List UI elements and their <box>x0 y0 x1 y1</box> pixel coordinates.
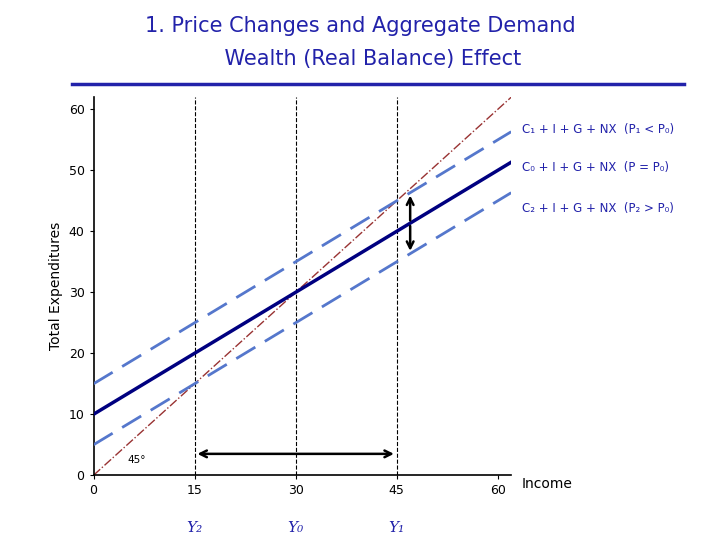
Text: Y₁: Y₁ <box>389 521 405 535</box>
Text: C₁ + I + G + NX  (P₁ < P₀): C₁ + I + G + NX (P₁ < P₀) <box>522 123 674 136</box>
Text: Income: Income <box>521 477 572 491</box>
Text: Y₀: Y₀ <box>287 521 304 535</box>
Text: Wealth (Real Balance) Effect: Wealth (Real Balance) Effect <box>199 49 521 69</box>
Text: C₀ + I + G + NX  (P = P₀): C₀ + I + G + NX (P = P₀) <box>522 161 669 174</box>
Text: 1. Price Changes and Aggregate Demand: 1. Price Changes and Aggregate Demand <box>145 16 575 36</box>
Text: 45°: 45° <box>127 455 145 465</box>
Text: Y₂: Y₂ <box>186 521 203 535</box>
Text: C₂ + I + G + NX  (P₂ > P₀): C₂ + I + G + NX (P₂ > P₀) <box>522 202 674 215</box>
Y-axis label: Total Expenditures: Total Expenditures <box>49 222 63 350</box>
